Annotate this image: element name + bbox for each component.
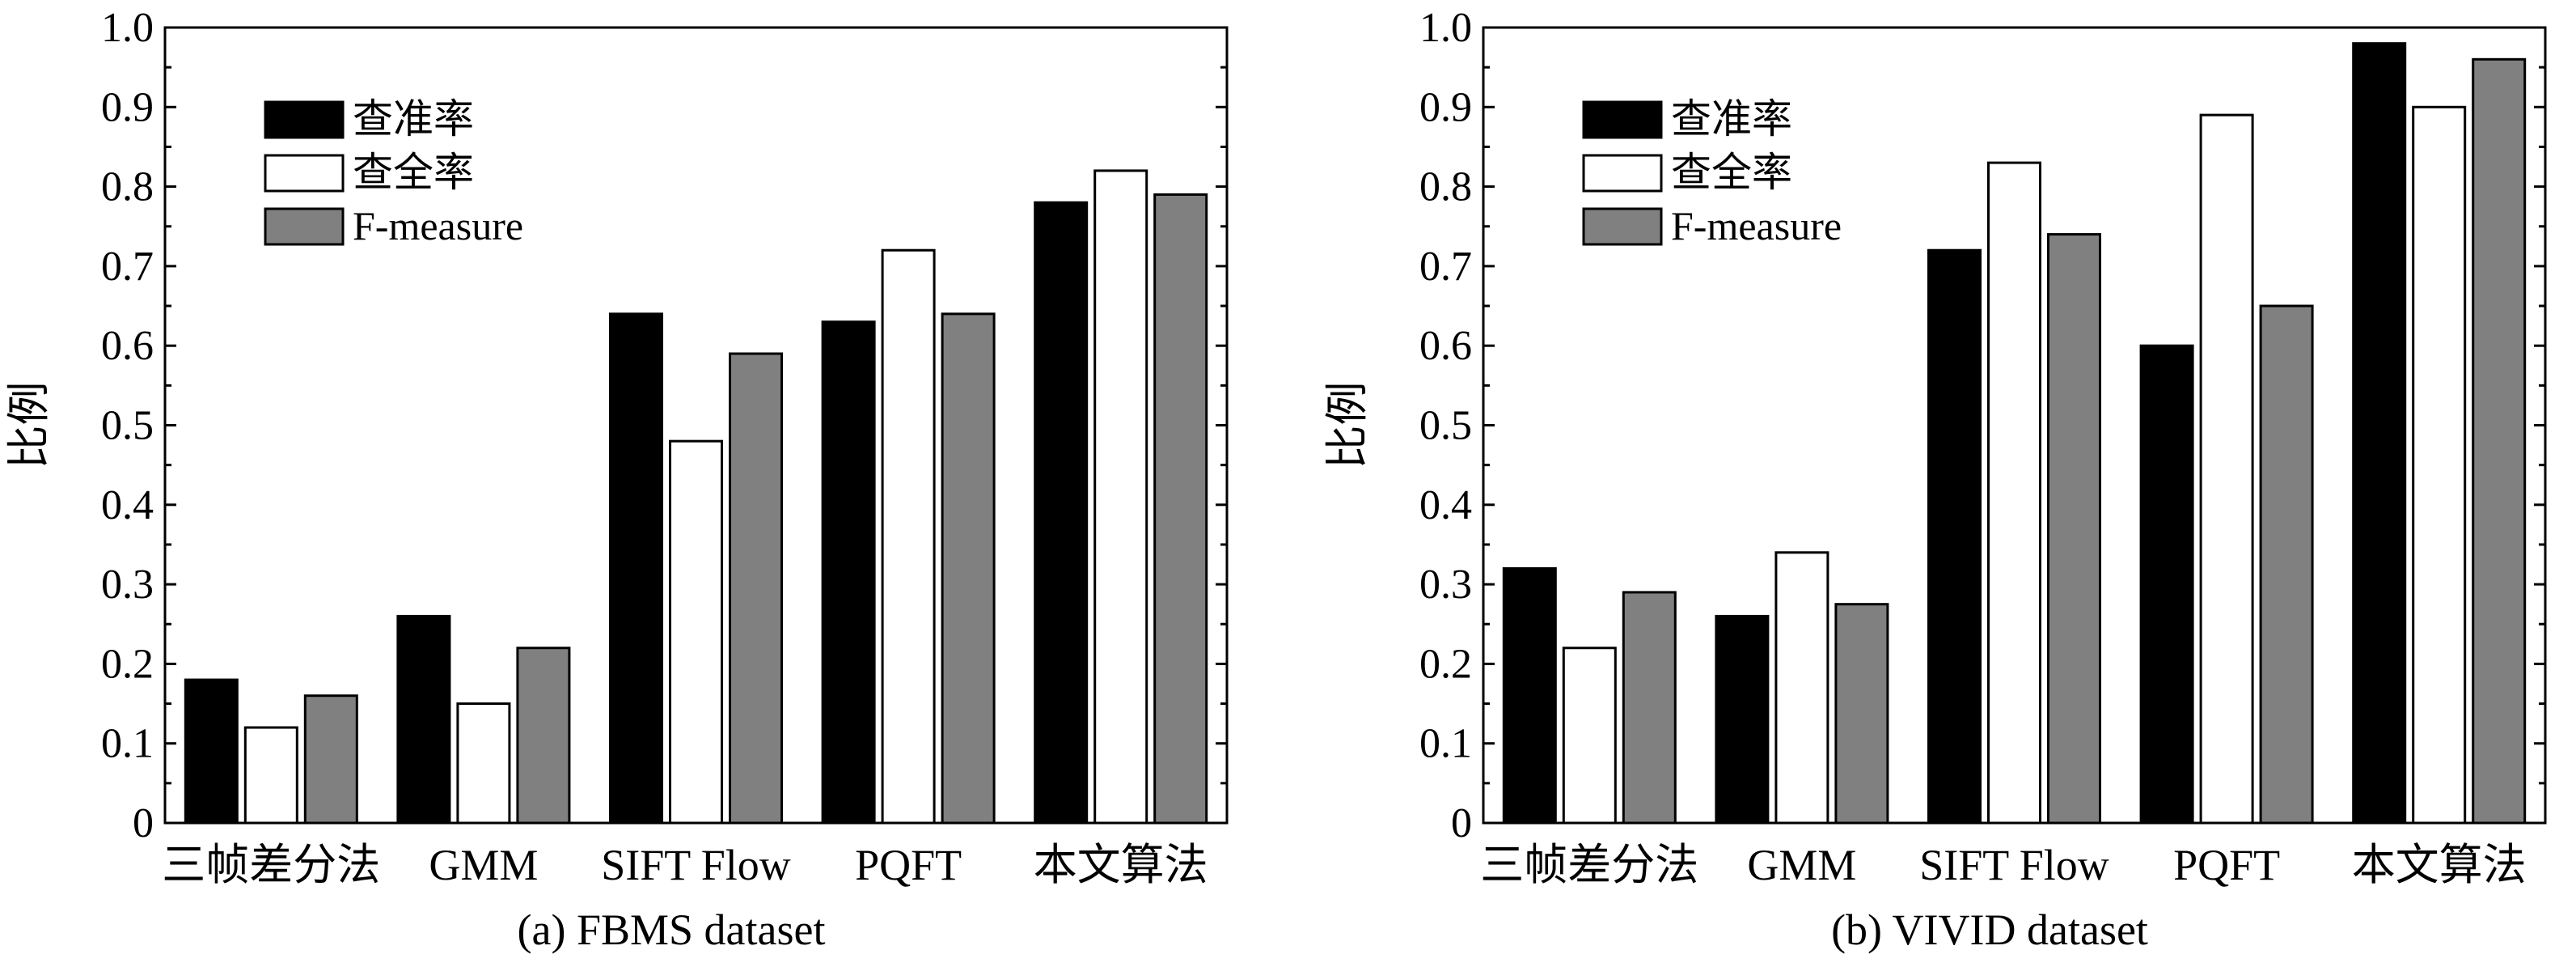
- bar: [729, 352, 783, 825]
- bar: [1774, 551, 1829, 825]
- bar: [2139, 344, 2194, 825]
- bar: [2259, 304, 2314, 825]
- y-tick-label: 0.1: [1419, 721, 1472, 767]
- y-tick-label: 0.9: [1419, 84, 1472, 130]
- y-tick-label: 0.3: [1419, 562, 1472, 608]
- bar: [303, 694, 358, 825]
- y-tick-label: 0: [1451, 800, 1472, 846]
- y-tick-label: 0: [133, 800, 154, 846]
- bar: [1562, 647, 1617, 825]
- y-tick-label: 0.4: [1419, 482, 1472, 528]
- bar: [456, 702, 511, 825]
- legend-label: 查全率: [353, 150, 474, 195]
- legend-swatch: [264, 154, 345, 193]
- y-tick-label: 1.0: [101, 5, 154, 51]
- y-axis-label: 比例: [1323, 382, 1372, 469]
- y-axis-label: 比例: [5, 382, 53, 469]
- y-tick-label: 0.7: [1419, 244, 1472, 290]
- bar: [2472, 57, 2527, 825]
- legend-swatch: [264, 100, 345, 139]
- chart-panel-b: 0 0.1 0.2 0.3 0.4 0.5 0.6 0.7 0.8 0.9 1.0 三帧差分法 GMM S…: [1323, 5, 2547, 954]
- x-tick-label: PQFT: [2173, 841, 2280, 889]
- bar: [1715, 614, 1770, 825]
- legend-swatch: [1582, 154, 1663, 193]
- y-tick-label: 0.6: [101, 323, 154, 369]
- y-tick-label: 0.2: [101, 641, 154, 687]
- bar: [1622, 591, 1677, 825]
- bar: [2199, 113, 2254, 825]
- bar: [2412, 105, 2467, 825]
- legend-label: F-measure: [1671, 203, 1842, 248]
- bar: [2047, 233, 2101, 825]
- legend-label: 查准率: [1671, 96, 1792, 142]
- bar: [184, 678, 239, 825]
- x-tick-label: PQFT: [855, 841, 962, 889]
- y-tick-label: 0.7: [101, 244, 154, 290]
- bar: [1987, 161, 2041, 825]
- y-tick-label: 0.5: [1419, 403, 1472, 449]
- bar: [1927, 248, 1982, 825]
- chart-caption: (a) FBMS dataset: [518, 906, 826, 954]
- legend-swatch: [1582, 100, 1663, 139]
- bar: [396, 614, 451, 825]
- x-tick-label: SIFT Flow: [601, 841, 791, 889]
- x-tick-label: 本文算法: [2352, 841, 2527, 889]
- chart-panel-a: 0 0.1 0.2 0.3 0.4 0.5 0.6 0.7 0.8 0.9 1.0 三帧差分法 GMM S…: [5, 5, 1229, 954]
- legend-label: F-measure: [353, 203, 523, 248]
- y-tick-label: 1.0: [1419, 5, 1472, 51]
- chart-caption: (b) VIVID dataset: [1831, 906, 2148, 954]
- x-tick-label: SIFT Flow: [1919, 841, 2109, 889]
- x-tick-label: GMM: [429, 841, 538, 889]
- legend-label: 查准率: [353, 96, 474, 142]
- bar: [669, 439, 723, 825]
- y-tick-label: 0.8: [101, 164, 154, 210]
- bar: [941, 312, 996, 825]
- y-tick-label: 0.9: [101, 84, 154, 130]
- x-tick-label: 本文算法: [1034, 841, 1208, 889]
- y-tick-label: 0.6: [1419, 323, 1472, 369]
- y-tick-label: 0.8: [1419, 164, 1472, 210]
- legend-label: 查全率: [1671, 150, 1792, 195]
- bar: [881, 248, 936, 825]
- y-tick-label: 0.3: [101, 562, 154, 608]
- x-tick-label: GMM: [1747, 841, 1856, 889]
- bar: [1034, 201, 1089, 825]
- bar: [243, 726, 298, 825]
- bar: [516, 647, 571, 825]
- bar: [821, 320, 876, 825]
- bar: [1502, 566, 1557, 825]
- x-tick-label: 三帧差分法: [162, 841, 380, 889]
- bar: [1093, 169, 1148, 825]
- y-tick-label: 0.1: [101, 721, 154, 767]
- bar: [1834, 603, 1889, 825]
- y-tick-label: 0.2: [1419, 641, 1472, 687]
- bar: [609, 312, 663, 825]
- x-tick-label: 三帧差分法: [1480, 841, 1698, 889]
- y-tick-label: 0.5: [101, 403, 154, 449]
- bar: [1153, 193, 1208, 825]
- bar: [2352, 42, 2407, 825]
- legend-swatch: [264, 207, 345, 246]
- legend-swatch: [1582, 207, 1663, 246]
- y-tick-label: 0.4: [101, 482, 154, 528]
